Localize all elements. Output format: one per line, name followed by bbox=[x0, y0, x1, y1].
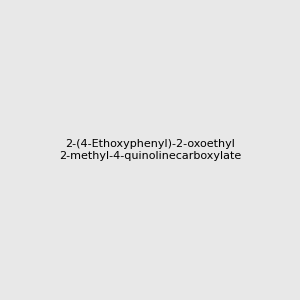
Text: 2-(4-Ethoxyphenyl)-2-oxoethyl 2-methyl-4-quinolinecarboxylate: 2-(4-Ethoxyphenyl)-2-oxoethyl 2-methyl-4… bbox=[59, 139, 241, 161]
